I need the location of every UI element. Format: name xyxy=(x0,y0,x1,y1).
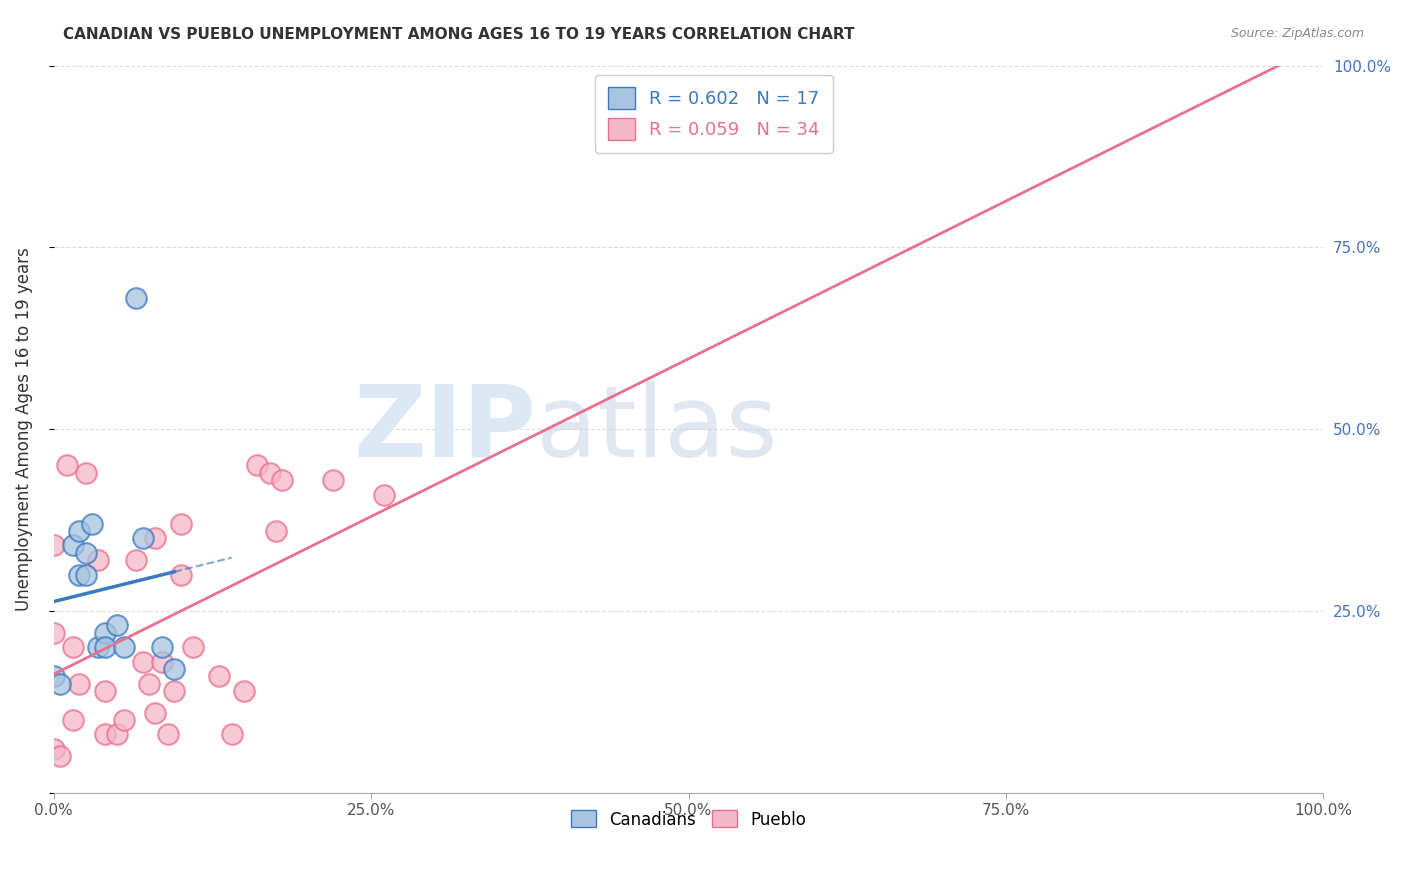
Point xyxy=(246,458,269,473)
Point xyxy=(233,684,256,698)
Point xyxy=(42,538,65,552)
Point xyxy=(87,553,110,567)
Point xyxy=(183,640,205,655)
Point xyxy=(112,713,135,727)
Point xyxy=(105,727,128,741)
Point xyxy=(373,487,395,501)
Point xyxy=(125,553,148,567)
Point xyxy=(145,706,167,720)
Point xyxy=(125,291,148,305)
Point xyxy=(49,676,72,690)
Point xyxy=(131,531,153,545)
Point xyxy=(67,567,90,582)
Point xyxy=(163,662,186,676)
Point xyxy=(93,684,115,698)
Point xyxy=(259,466,281,480)
Point xyxy=(150,655,173,669)
Point xyxy=(80,516,103,531)
Text: atlas: atlas xyxy=(536,381,778,477)
Point xyxy=(105,618,128,632)
Point xyxy=(93,640,115,655)
Point xyxy=(112,640,135,655)
Text: Source: ZipAtlas.com: Source: ZipAtlas.com xyxy=(1230,27,1364,40)
Text: CANADIAN VS PUEBLO UNEMPLOYMENT AMONG AGES 16 TO 19 YEARS CORRELATION CHART: CANADIAN VS PUEBLO UNEMPLOYMENT AMONG AG… xyxy=(63,27,855,42)
Point xyxy=(150,640,173,655)
Point xyxy=(87,640,110,655)
Point xyxy=(55,458,77,473)
Point xyxy=(62,640,84,655)
Point xyxy=(163,684,186,698)
Point xyxy=(208,669,231,683)
Point xyxy=(131,655,153,669)
Point xyxy=(75,466,97,480)
Point xyxy=(264,524,287,538)
Text: ZIP: ZIP xyxy=(353,381,536,477)
Point xyxy=(157,727,180,741)
Point xyxy=(93,727,115,741)
Point xyxy=(75,567,97,582)
Point xyxy=(42,742,65,756)
Point xyxy=(93,625,115,640)
Point xyxy=(170,567,193,582)
Point xyxy=(49,749,72,764)
Point xyxy=(42,625,65,640)
Y-axis label: Unemployment Among Ages 16 to 19 years: Unemployment Among Ages 16 to 19 years xyxy=(15,247,32,611)
Point xyxy=(138,676,160,690)
Point xyxy=(170,516,193,531)
Point xyxy=(271,473,294,487)
Legend: Canadians, Pueblo: Canadians, Pueblo xyxy=(564,804,813,835)
Point xyxy=(62,713,84,727)
Point xyxy=(145,531,167,545)
Point xyxy=(322,473,344,487)
Point xyxy=(67,676,90,690)
Point xyxy=(42,669,65,683)
Point xyxy=(75,546,97,560)
Point xyxy=(62,538,84,552)
Point xyxy=(67,524,90,538)
Point xyxy=(221,727,243,741)
